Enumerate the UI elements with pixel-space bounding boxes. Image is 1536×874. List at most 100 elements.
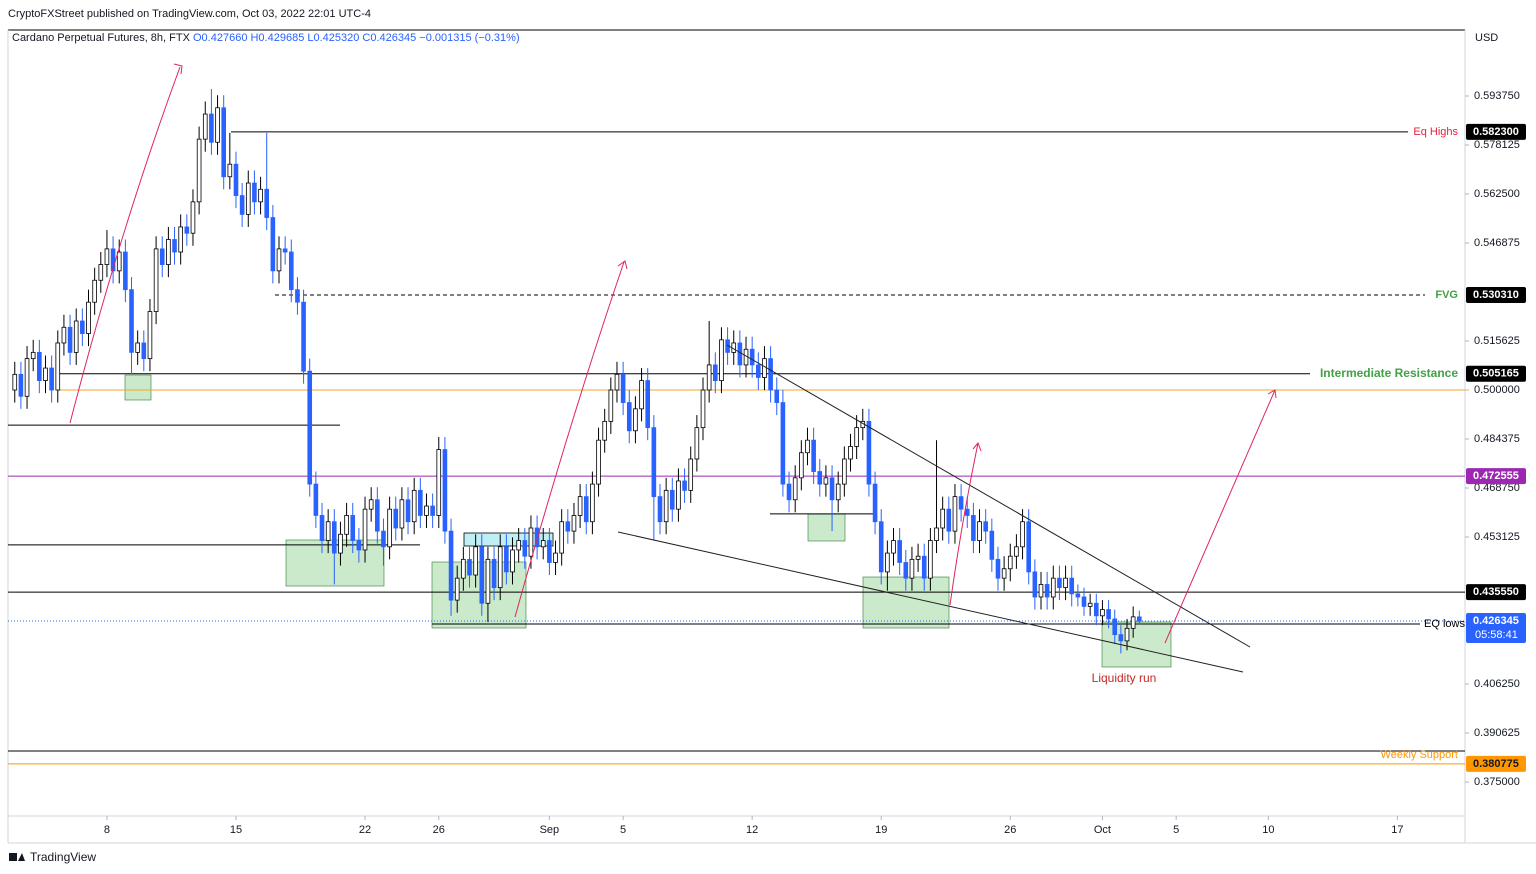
candle-body (749, 348, 755, 366)
candle-body (559, 521, 564, 554)
candle-body (682, 480, 687, 491)
y-tick-label: 0.578125 (1474, 139, 1520, 151)
candles (12, 88, 1142, 654)
candle-body (1124, 627, 1130, 642)
candle-body (1087, 602, 1093, 607)
candle-body (534, 527, 540, 548)
candle-body (37, 351, 42, 382)
candle-body (577, 496, 583, 516)
candle-body (565, 521, 571, 532)
candle-body (971, 515, 976, 541)
imbalance-zone (463, 532, 554, 547)
candle-body (1001, 568, 1007, 579)
candle-body (608, 389, 614, 422)
candle-body (80, 320, 85, 334)
candle-body (338, 533, 343, 554)
candle-body (897, 540, 902, 563)
candle-body (1118, 634, 1124, 642)
candle-body (934, 527, 939, 541)
candle-body (221, 107, 226, 178)
candle-body (669, 489, 675, 510)
candle-body (1081, 596, 1087, 607)
candle-body (547, 540, 552, 563)
candle-body (295, 289, 300, 303)
candle-body (786, 483, 792, 501)
candle-body (676, 480, 681, 510)
candle-body (73, 320, 79, 353)
candle-body (1137, 616, 1142, 622)
candle-body (264, 188, 270, 218)
candle-body (946, 508, 952, 532)
candle-body (756, 364, 761, 378)
price-badge (1466, 286, 1526, 303)
y-tick-label: 0.406250 (1474, 678, 1520, 690)
candle-body (381, 530, 386, 548)
candle-body (49, 367, 54, 391)
candle-body (657, 496, 663, 523)
candle-body (104, 248, 110, 265)
candle-body (448, 530, 454, 601)
candle-body (848, 446, 853, 460)
candle-body (375, 499, 380, 532)
candle-body (854, 427, 859, 447)
candle-body (1057, 577, 1062, 588)
candle-body (712, 364, 718, 382)
y-tick-label: 0.593750 (1474, 90, 1520, 102)
candle-body (282, 248, 288, 253)
candle-body (633, 408, 638, 432)
candle-body (1026, 521, 1032, 573)
arrow (1164, 389, 1276, 644)
y-tick-label: 0.500000 (1474, 384, 1520, 396)
candle-body (1050, 577, 1056, 598)
price-badge (1466, 365, 1526, 382)
level-text: Intermediate Resistance (1320, 366, 1458, 380)
candle-body (835, 483, 841, 501)
candle-body (842, 458, 847, 485)
last-price-badge (1466, 612, 1526, 643)
candle-body (940, 508, 945, 529)
candle-body (958, 496, 964, 510)
candle-body (399, 499, 405, 529)
price-badge-label: 0.582300 (1473, 126, 1519, 138)
x-tick-label: 26 (433, 824, 445, 836)
candle-body (159, 248, 165, 265)
candle-body (1063, 577, 1068, 588)
x-tick-label: 26 (1004, 824, 1016, 836)
candle-body (983, 521, 988, 532)
x-tick-label: 15 (230, 824, 242, 836)
candle-body (639, 380, 644, 410)
candle-body (405, 499, 411, 523)
candle-body (1130, 616, 1136, 629)
candle-body (233, 163, 239, 196)
y-tick-label: 0.453125 (1474, 531, 1520, 543)
candle-body (467, 558, 472, 576)
candle-body (903, 562, 909, 579)
candle-body (909, 558, 915, 579)
candle-body (92, 279, 97, 303)
candle-body (620, 373, 626, 403)
x-tick-label: 19 (875, 824, 887, 836)
demand-zone (807, 513, 846, 542)
candle-body (209, 113, 214, 143)
candle-body (1038, 584, 1044, 598)
candle-body (885, 552, 890, 573)
candle-body (461, 558, 466, 579)
price-badge-label: 0.435550 (1473, 586, 1519, 598)
candle-body (694, 427, 700, 460)
candle-body (12, 373, 18, 391)
candle-body (436, 449, 442, 516)
y-tick-label: 0.515625 (1474, 335, 1520, 347)
candle-body (350, 515, 356, 541)
candle-body (688, 458, 694, 491)
candle-body (964, 508, 970, 516)
candle-body (55, 342, 61, 391)
candle-body (86, 301, 91, 334)
candle-body (1032, 571, 1038, 598)
currency: USD (1475, 32, 1498, 44)
candle-body (313, 483, 319, 516)
candle-body (196, 138, 202, 203)
candle-body (602, 420, 607, 441)
candle-body (411, 489, 417, 523)
